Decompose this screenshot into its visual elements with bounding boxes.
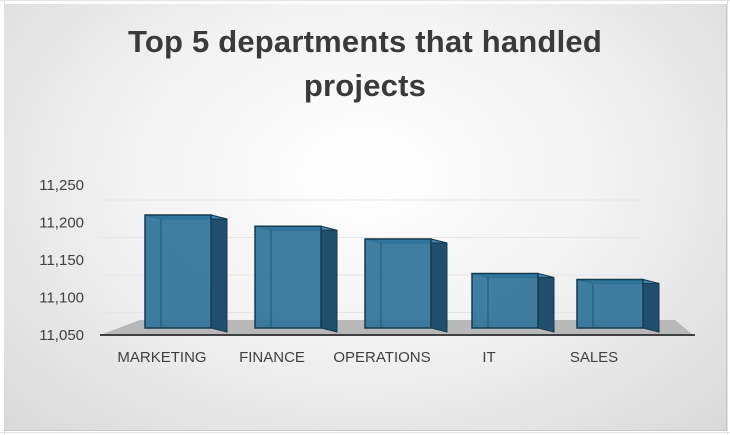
bar-finance[interactable] — [254, 225, 338, 333]
y-axis-ticks: 11,050 11,100 11,150 11,200 11,250 — [39, 177, 84, 344]
x-category-label: IT — [482, 349, 495, 366]
bar-sales[interactable] — [576, 278, 660, 333]
bar-side — [430, 238, 448, 333]
y-tick-label: 11,200 — [39, 215, 84, 232]
y-tick-label: 11,150 — [39, 252, 84, 269]
y-tick-label: 11,050 — [39, 327, 84, 344]
bar-side — [320, 225, 338, 333]
bar-front — [254, 225, 322, 329]
bar-it[interactable] — [471, 272, 555, 333]
x-category-label: SALES — [570, 349, 618, 366]
y-tick-label: 11,250 — [39, 177, 84, 194]
chart-area[interactable] — [4, 4, 727, 431]
bar-front — [144, 214, 212, 329]
x-category-label: FINANCE — [239, 349, 305, 366]
bar-front — [364, 238, 432, 329]
bar-front — [576, 278, 644, 329]
bars — [144, 214, 660, 333]
bar-side — [210, 214, 228, 333]
bar-side — [642, 278, 660, 333]
x-axis-categories: MARKETING FINANCE OPERATIONS IT SALES — [117, 349, 618, 366]
bar-marketing[interactable] — [144, 214, 228, 333]
bar-front — [471, 272, 539, 329]
bar-side — [537, 272, 555, 333]
chart-title: Top 5 departments that handled projects — [128, 24, 602, 103]
bar-operations[interactable] — [364, 238, 448, 333]
y-tick-label: 11,100 — [39, 290, 84, 307]
x-category-label: OPERATIONS — [333, 349, 430, 366]
x-category-label: MARKETING — [117, 349, 206, 366]
